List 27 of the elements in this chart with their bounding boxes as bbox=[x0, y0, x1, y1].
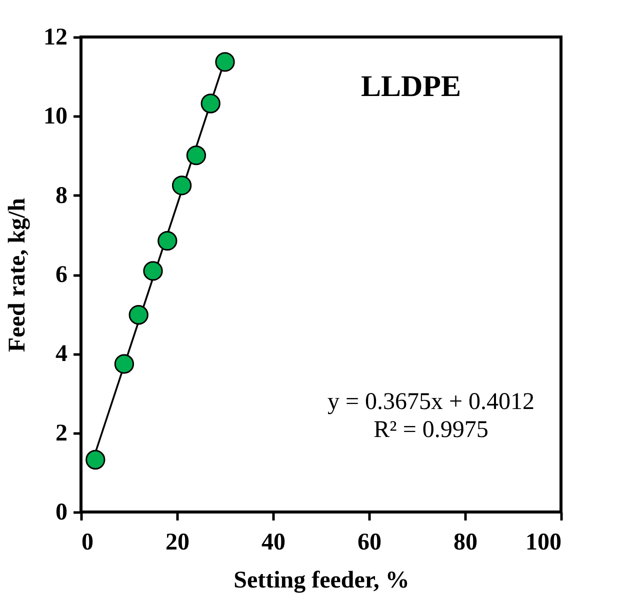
x-tick-label: 40 bbox=[262, 530, 286, 556]
point bbox=[215, 52, 235, 72]
point bbox=[128, 305, 148, 325]
point bbox=[172, 176, 192, 196]
point bbox=[86, 450, 106, 470]
point bbox=[186, 146, 206, 166]
y-tick-label: 8 bbox=[56, 182, 68, 209]
text: LLDPE bbox=[360, 70, 462, 103]
y-tick-label: 0 bbox=[56, 500, 68, 526]
point bbox=[158, 231, 178, 251]
x-tick-label: 0 bbox=[82, 530, 94, 556]
point bbox=[143, 261, 163, 281]
x-tick-label: 60 bbox=[358, 530, 382, 556]
y-tick-label: 4 bbox=[56, 341, 68, 368]
y-tick-label: 12 bbox=[44, 24, 68, 50]
y-tick-label: 2 bbox=[56, 420, 68, 446]
annotation: R² = 0.9975 bbox=[374, 417, 488, 443]
x-axis-title: Setting feeder, % bbox=[234, 568, 410, 594]
annotation: y = 0.3675x + 0.4012 bbox=[327, 389, 535, 415]
point bbox=[200, 94, 220, 114]
y-tick-label: 10 bbox=[44, 104, 68, 130]
x-tick-label: 20 bbox=[166, 530, 190, 556]
x-tick-label: 100 bbox=[526, 530, 562, 556]
x-tick-label: 80 bbox=[454, 530, 478, 556]
point bbox=[114, 354, 134, 374]
y-tick-label: 6 bbox=[56, 262, 68, 288]
y-axis-title: Feed rate, kg/h bbox=[4, 198, 30, 352]
